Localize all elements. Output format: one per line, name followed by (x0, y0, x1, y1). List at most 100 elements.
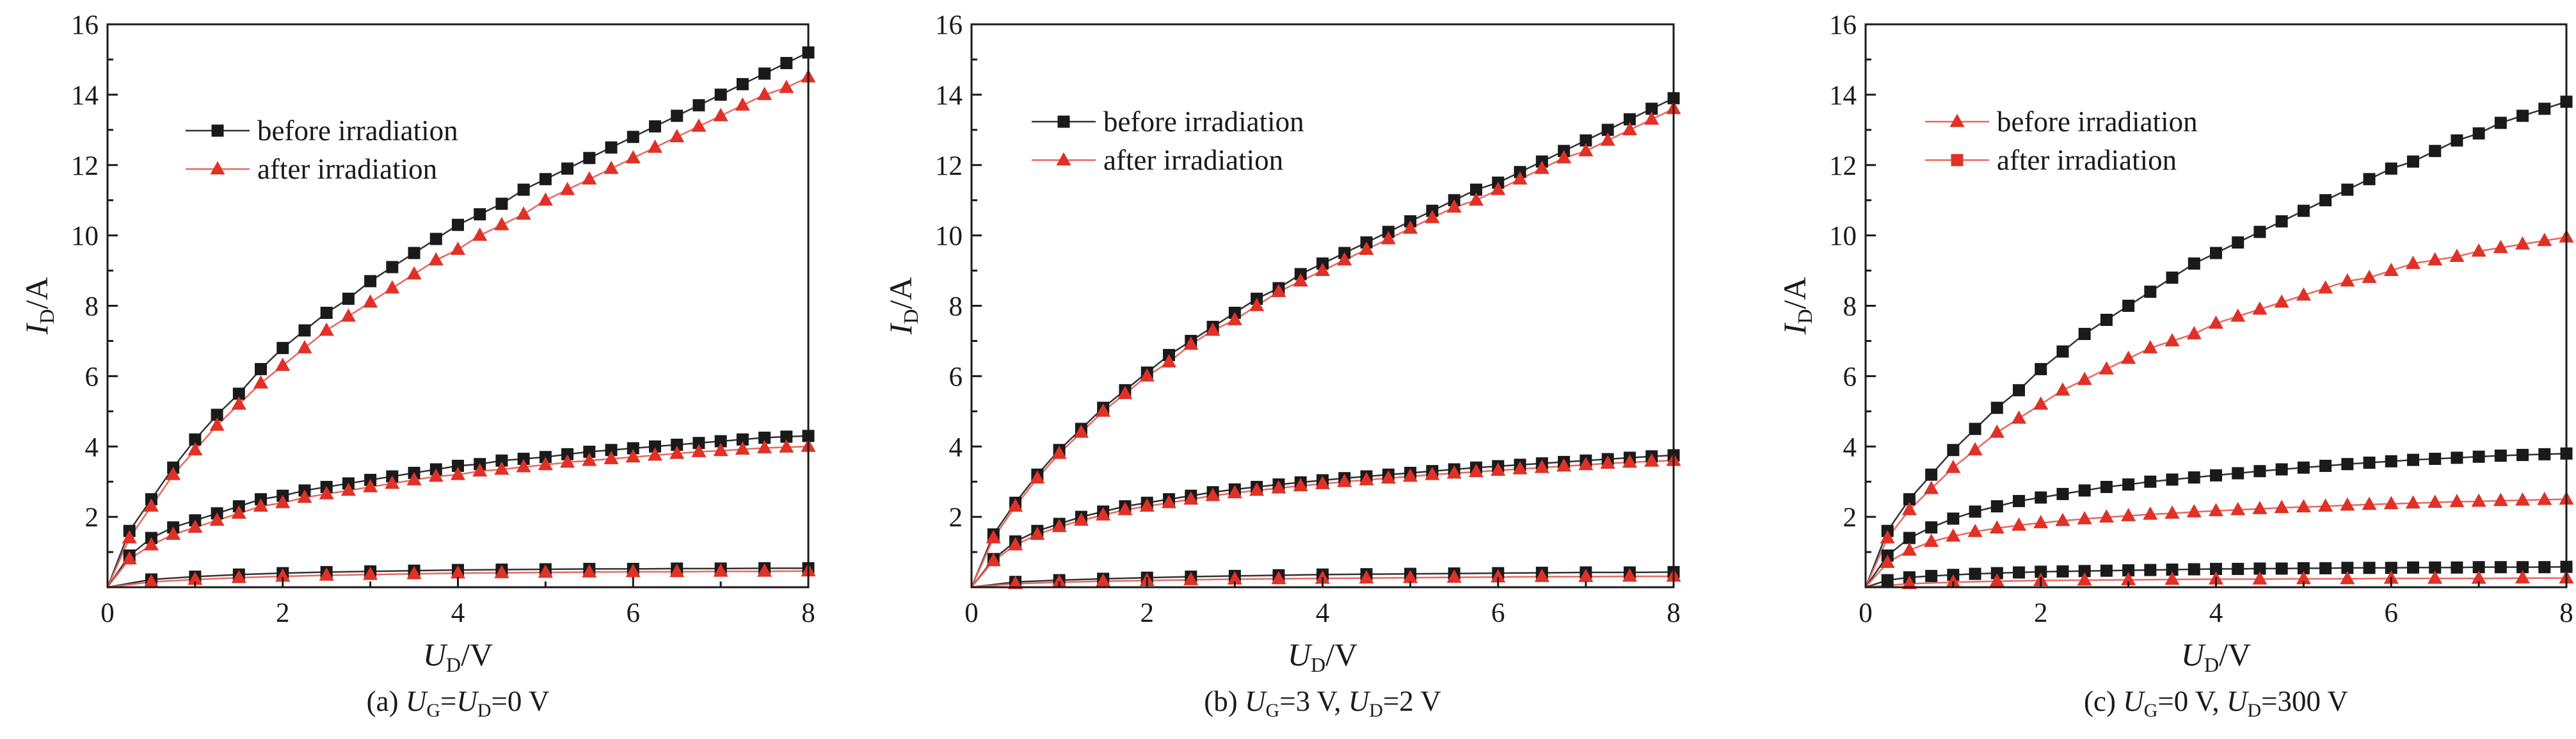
data-point (1403, 569, 1418, 583)
data-point (2472, 450, 2485, 463)
data-point (1096, 403, 1111, 417)
x-tick-label: 6 (627, 598, 641, 628)
data-point (625, 564, 641, 578)
data-point (2385, 162, 2397, 175)
data-point (450, 241, 466, 255)
data-point (1969, 505, 1981, 518)
data-point (2121, 350, 2136, 364)
data-point (2078, 565, 2091, 578)
caption-sub: G (426, 700, 440, 721)
y-axis-unit: /A (19, 277, 54, 309)
data-point (538, 192, 553, 206)
data-point (2319, 562, 2332, 574)
data-point (2144, 564, 2157, 576)
data-point (2363, 173, 2376, 186)
data-point (1580, 134, 1592, 147)
data-point (297, 489, 312, 503)
caption-text: =0 V (492, 685, 550, 717)
caption-text: =0 V, (2157, 685, 2227, 717)
data-point (2515, 236, 2531, 250)
data-point (2055, 512, 2070, 526)
y-tick-label: 2 (949, 503, 963, 533)
data-point (1227, 312, 1242, 325)
x-axis-var: U (423, 637, 448, 672)
plot-frame (970, 23, 1675, 589)
data-point (1925, 569, 1938, 582)
data-point (1271, 480, 1286, 494)
data-point (2296, 571, 2311, 585)
data-point (560, 181, 575, 195)
data-point (2208, 315, 2224, 329)
data-point (209, 512, 225, 526)
data-point (1491, 462, 1506, 476)
legend-marker (1057, 115, 1070, 128)
data-point (2144, 286, 2157, 298)
y-tick-label: 12 (935, 151, 963, 181)
data-point (1183, 491, 1199, 505)
data-point (2186, 326, 2202, 339)
data-point (561, 162, 574, 175)
data-point (2077, 572, 2092, 586)
data-point (2538, 448, 2551, 460)
data-point (253, 375, 269, 389)
data-point (452, 218, 464, 231)
x-axis-unit: /V (2219, 637, 2251, 672)
data-point (1946, 459, 1961, 473)
data-point (2451, 561, 2463, 574)
data-point (1161, 494, 1177, 508)
data-point (2516, 448, 2529, 461)
data-point (1947, 444, 1960, 457)
data-point (1946, 574, 1961, 588)
y-axis-var: I (19, 322, 54, 335)
data-point (2406, 155, 2419, 168)
series-3-markers (123, 430, 815, 562)
data-point (2210, 469, 2222, 482)
data-point (735, 441, 750, 455)
data-point (2186, 504, 2202, 517)
data-point (2405, 495, 2421, 509)
caption-sub: D (2247, 700, 2261, 721)
data-point (517, 452, 530, 465)
data-point (1249, 482, 1265, 496)
data-point (2275, 463, 2288, 476)
data-point (1534, 569, 1549, 582)
series-1-markers (123, 46, 815, 537)
data-point (2449, 248, 2465, 262)
y-tick-label: 4 (1843, 432, 1857, 462)
data-point (2056, 487, 2069, 500)
y-tick-label: 14 (1829, 81, 1857, 111)
data-point (122, 551, 137, 565)
data-point (2472, 127, 2485, 140)
data-point (561, 448, 574, 460)
y-tick-label: 6 (85, 362, 99, 392)
data-point (2385, 455, 2397, 467)
data-point (2166, 564, 2179, 576)
data-point (516, 459, 531, 473)
data-point (2429, 452, 2442, 465)
data-point (1600, 455, 1615, 469)
data-point (319, 322, 334, 336)
data-point (1183, 336, 1199, 350)
data-point (188, 571, 203, 585)
data-point (340, 308, 356, 322)
data-point (2363, 457, 2376, 469)
data-point (2210, 562, 2222, 575)
y-axis-title: ID/A (19, 277, 58, 336)
data-point (2121, 572, 2136, 585)
data-point (1578, 457, 1594, 471)
data-point (2122, 300, 2135, 312)
legend-label: after irradiation (1103, 144, 1283, 176)
data-point (2274, 294, 2289, 308)
data-point (538, 564, 553, 578)
data-point (385, 475, 400, 489)
data-point (2208, 503, 2224, 517)
data-point (2516, 561, 2529, 574)
data-point (1337, 252, 1352, 266)
data-point (625, 449, 641, 463)
y-tick-label: 10 (71, 222, 99, 252)
data-point (713, 108, 728, 122)
data-point (2210, 247, 2222, 259)
data-point (1007, 498, 1023, 512)
